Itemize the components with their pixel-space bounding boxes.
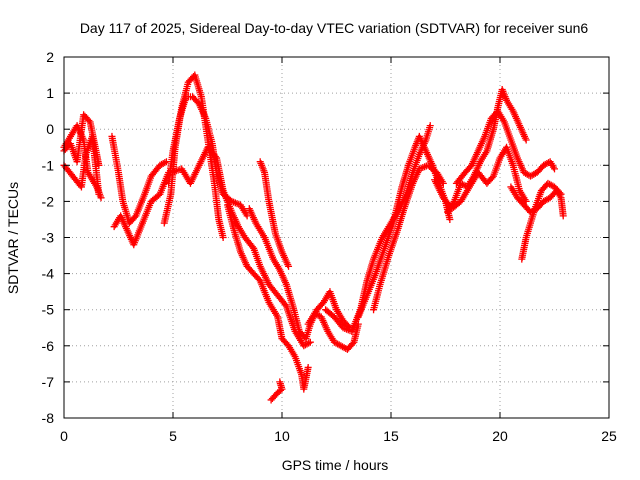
x-tick-label: 20: [492, 428, 508, 444]
series-sat-l: [267, 378, 286, 404]
series-sat-h: [167, 143, 314, 350]
series-sat-p: [370, 161, 447, 314]
series-sat-i: [224, 201, 312, 393]
x-tick-label: 5: [169, 428, 177, 444]
y-tick-label: -4: [42, 266, 55, 282]
chart-title: Day 117 of 2025, Sidereal Day-to-day VTE…: [80, 20, 589, 36]
data-point: [248, 243, 256, 251]
data-point: [285, 262, 293, 270]
series-sat-k: [256, 158, 293, 270]
x-axis-label: GPS time / hours: [282, 457, 389, 473]
data-point: [557, 190, 565, 198]
series-sat-m: [304, 309, 362, 353]
y-tick-label: -8: [42, 410, 55, 426]
data-point: [439, 179, 447, 187]
data-point: [211, 153, 219, 161]
y-tick-label: -1: [42, 157, 55, 173]
data-point: [426, 122, 434, 130]
x-axis: 0 5 10 15 20 25: [60, 57, 617, 444]
y-axis-label: SDTVAR / TECUs: [5, 182, 21, 294]
series-sat-g: [165, 93, 251, 220]
data-point: [522, 136, 530, 144]
series-sat-s: [431, 143, 530, 213]
data-point: [556, 189, 564, 197]
series-sat-j: [245, 205, 354, 343]
data-point: [446, 215, 454, 223]
data-point: [559, 212, 567, 220]
y-tick-label: -7: [42, 374, 55, 390]
series-sat-r: [452, 107, 558, 187]
y-axis: -8 -7 -6 -5 -4 -3 -2 -1 0 1 2: [42, 49, 609, 426]
data-point: [551, 165, 558, 173]
data-point: [161, 159, 169, 167]
data-point: [97, 194, 105, 202]
data-point: [304, 363, 312, 371]
series-sat-u: [518, 179, 565, 263]
y-tick-label: 2: [46, 49, 54, 65]
x-tick-label: 15: [383, 428, 399, 444]
data-point: [276, 378, 284, 386]
x-tick-label: 0: [60, 428, 68, 444]
series-sat-d: [108, 132, 170, 227]
y-tick-label: 1: [46, 85, 54, 101]
y-tick-label: 0: [46, 121, 54, 137]
y-tick-label: -3: [42, 230, 55, 246]
x-tick-label: 25: [601, 428, 617, 444]
y-tick-label: -2: [42, 193, 55, 209]
series-sat-e: [110, 169, 173, 249]
series-sat-o: [354, 132, 454, 321]
y-tick-label: -6: [42, 338, 55, 354]
series-sat-c: [60, 122, 105, 202]
x-tick-label: 10: [274, 428, 290, 444]
data-point: [305, 339, 313, 347]
data-points: [60, 71, 567, 404]
y-tick-label: -5: [42, 302, 55, 318]
data-point: [219, 234, 227, 241]
data-point: [306, 338, 314, 346]
